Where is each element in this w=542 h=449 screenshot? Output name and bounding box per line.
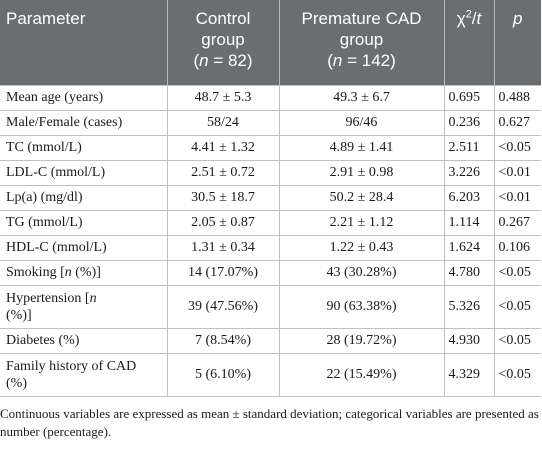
cell-premature: 28 (19.72%) [278, 327, 445, 354]
cell-premature: 1.22 ± 0.43 [278, 234, 445, 261]
cell-p-value: <0.01 [493, 159, 541, 186]
cell-premature: 4.89 ± 1.41 [278, 134, 445, 161]
header-control-n-var: n [199, 51, 209, 70]
cell-p-value: <0.05 [493, 134, 541, 161]
header-premature-n-var: n [332, 51, 343, 70]
cell-statistic: 5.326 [443, 284, 495, 329]
cell-statistic: 4.930 [443, 327, 495, 354]
cell-control: 48.7 ± 5.3 [166, 84, 280, 111]
table-row: Lp(a) (mg/dl) 30.5 ± 18.7 50.2 ± 28.4 6.… [0, 184, 541, 211]
cell-premature: 50.2 ± 28.4 [278, 184, 445, 211]
cell-p-value: 0.106 [493, 234, 541, 261]
cell-parameter: TG (mmol/L) [0, 209, 168, 236]
table-row: Family history of CAD (%) 5 (6.10%) 22 (… [0, 352, 541, 397]
cell-control: 2.51 ± 0.72 [166, 159, 280, 186]
cell-control: 30.5 ± 18.7 [166, 184, 280, 211]
cell-control: 14 (17.07%) [166, 259, 280, 286]
cell-premature: 49.3 ± 6.7 [278, 84, 445, 111]
cell-premature: 2.21 ± 1.12 [278, 209, 445, 236]
table-row: Mean age (years) 48.7 ± 5.3 49.3 ± 6.7 0… [0, 84, 541, 111]
cell-premature: 96/46 [278, 109, 445, 136]
cell-parameter: TC (mmol/L) [0, 134, 168, 161]
cell-statistic: 2.511 [443, 134, 495, 161]
cell-statistic: 4.780 [443, 259, 495, 286]
cell-p-value: 0.267 [493, 209, 541, 236]
cell-statistic: 3.226 [443, 159, 495, 186]
header-parameter: Parameter [6, 9, 86, 28]
table-row: Hypertension [n (%)] 39 (47.56%) 90 (63.… [0, 284, 541, 329]
cell-p-value: <0.05 [493, 284, 541, 329]
cell-p-value: <0.05 [493, 352, 541, 397]
cell-parameter: Smoking [n (%)] [0, 259, 168, 286]
cell-control: 5 (6.10%) [166, 352, 280, 397]
header-premature-group: Premature CAD group (n = 142) [278, 0, 444, 85]
header-p-value: p [493, 0, 541, 85]
cell-parameter: Male/Female (cases) [0, 109, 168, 136]
table-row: TG (mmol/L) 2.05 ± 0.87 2.21 ± 1.12 1.11… [0, 209, 541, 236]
cell-parameter: Mean age (years) [0, 84, 168, 111]
cell-parameter: Hypertension [n (%)] [0, 284, 168, 329]
cell-p-value: <0.01 [493, 184, 541, 211]
cell-p-value: <0.05 [493, 327, 541, 354]
cell-parameter: LDL-C (mmol/L) [0, 159, 168, 186]
cell-control: 58/24 [166, 109, 280, 136]
table-footnote: Continuous variables are expressed as me… [0, 406, 539, 439]
cell-parameter: HDL-C (mmol/L) [0, 234, 168, 261]
comparison-table: Parameter Control group (n = 82) Prematu… [0, 0, 541, 397]
table-row: HDL-C (mmol/L) 1.31 ± 0.34 1.22 ± 0.43 1… [0, 234, 541, 261]
cell-parameter: Diabetes (%) [0, 327, 168, 354]
cell-statistic: 1.624 [443, 234, 495, 261]
cell-statistic: 6.203 [443, 184, 495, 211]
table-row: LDL-C (mmol/L) 2.51 ± 0.72 2.91 ± 0.98 3… [0, 159, 541, 186]
header-statistic: χ2/t [443, 0, 494, 85]
cell-premature: 43 (30.28%) [278, 259, 445, 286]
cell-premature: 90 (63.38%) [278, 284, 445, 329]
table-header-row: Parameter Control group (n = 82) Prematu… [0, 0, 541, 85]
cell-p-value: 0.488 [493, 84, 541, 111]
table-row: Diabetes (%) 7 (8.54%) 28 (19.72%) 4.930… [0, 327, 541, 354]
cell-control: 7 (8.54%) [166, 327, 280, 354]
cell-control: 1.31 ± 0.34 [166, 234, 280, 261]
cell-parameter: Lp(a) (mg/dl) [0, 184, 168, 211]
cell-statistic: 0.236 [443, 109, 495, 136]
cell-statistic: 1.114 [443, 209, 495, 236]
cell-statistic: 0.695 [443, 84, 495, 111]
cell-p-value: <0.05 [493, 259, 541, 286]
cell-control: 39 (47.56%) [166, 284, 280, 329]
header-control-group: Control group (n = 82) [166, 0, 279, 85]
cell-premature: 22 (15.49%) [278, 352, 445, 397]
table-row: TC (mmol/L) 4.41 ± 1.32 4.89 ± 1.41 2.51… [0, 134, 541, 161]
cell-statistic: 4.329 [443, 352, 495, 397]
cell-control: 4.41 ± 1.32 [166, 134, 280, 161]
table-row: Male/Female (cases) 58/24 96/46 0.236 0.… [0, 109, 541, 136]
cell-premature: 2.91 ± 0.98 [278, 159, 445, 186]
table-row: Smoking [n (%)] 14 (17.07%) 43 (30.28%) … [0, 259, 541, 286]
cell-control: 2.05 ± 0.87 [166, 209, 280, 236]
cell-parameter: Family history of CAD (%) [0, 352, 168, 397]
cell-p-value: 0.627 [493, 109, 541, 136]
